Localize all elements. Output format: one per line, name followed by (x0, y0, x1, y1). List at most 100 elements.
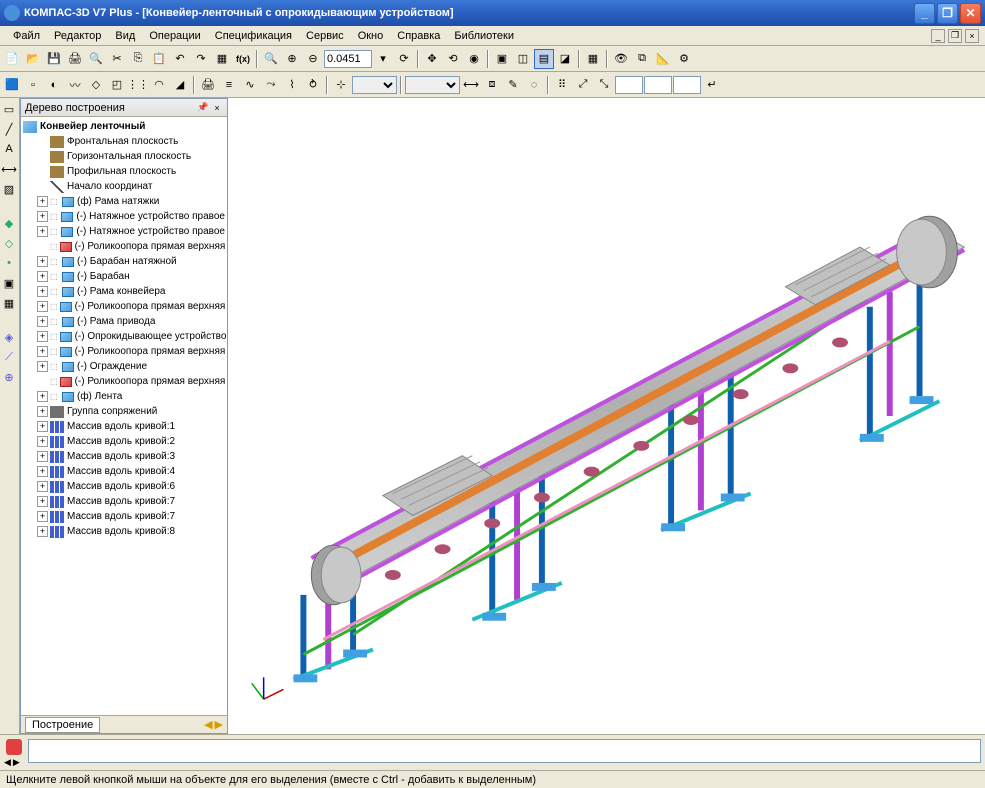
tree-node[interactable]: +⬚(-) Рама привода (23, 314, 225, 329)
coord-button[interactable]: ⊹ (331, 75, 351, 95)
shell-button[interactable]: ◰ (107, 75, 127, 95)
tree-expander[interactable]: + (37, 211, 48, 222)
dots-button[interactable]: ⠿ (552, 75, 572, 95)
tree-node[interactable]: +⬚(-) Рама конвейера (23, 284, 225, 299)
tree-node[interactable]: +Массив вдоль кривой:7 (23, 494, 225, 509)
view-button[interactable]: 👁 (611, 49, 631, 69)
tree-node[interactable]: ⬚(-) Роликоопора прямая верхняя (13) (23, 374, 225, 389)
zoom-input[interactable] (324, 50, 372, 68)
measure-button[interactable]: 📐 (653, 49, 673, 69)
tree-node[interactable]: Фронтальная плоскость (23, 134, 225, 149)
select-tool[interactable]: ▭ (0, 100, 18, 118)
print-button[interactable]: 🖨 (65, 49, 85, 69)
hidden-button[interactable]: ◫ (513, 49, 533, 69)
menu-specification[interactable]: Спецификация (208, 28, 299, 44)
tree-node[interactable]: Профильная плоскость (23, 164, 225, 179)
wireframe-button[interactable]: ▣ (492, 49, 512, 69)
tree-expander[interactable]: + (37, 436, 48, 447)
tree-node[interactable]: Начало координат (23, 179, 225, 194)
tree-expander[interactable]: + (37, 256, 48, 267)
paste-button[interactable]: 📋 (149, 49, 169, 69)
tree-tab[interactable]: Построение (25, 717, 100, 733)
chamfer-button[interactable]: ◢ (170, 75, 190, 95)
fx-button[interactable]: f(x) (233, 49, 253, 69)
perspective-button[interactable]: ▦ (583, 49, 603, 69)
tree-node[interactable]: +Массив вдоль кривой:6 (23, 479, 225, 494)
rotate-button[interactable]: ⟲ (443, 49, 463, 69)
tree-expander[interactable]: + (37, 466, 48, 477)
line-tool[interactable]: ╱ (0, 120, 18, 138)
tree-expander[interactable]: + (37, 226, 48, 237)
stop-icon[interactable] (6, 739, 22, 755)
tree-node[interactable]: +⬚(-) Роликоопора прямая верхняя (11) (23, 344, 225, 359)
tree-expander[interactable]: + (37, 346, 48, 357)
xinput[interactable] (615, 76, 643, 94)
pan-button[interactable]: ✥ (422, 49, 442, 69)
zinput[interactable] (673, 76, 701, 94)
body-button[interactable]: 🟦 (2, 75, 22, 95)
tree-node[interactable]: +Массив вдоль кривой:7 (23, 509, 225, 524)
open-button[interactable]: 📂 (23, 49, 43, 69)
tree-node[interactable]: +Массив вдоль кривой:2 (23, 434, 225, 449)
redo-button[interactable]: ↷ (191, 49, 211, 69)
mdi-close[interactable]: × (965, 29, 979, 43)
revolve-button[interactable]: ◐ (44, 75, 64, 95)
shaded-button[interactable]: ▤ (534, 49, 554, 69)
cmd-prev[interactable]: ◀ (4, 757, 11, 768)
tree-expander[interactable]: + (37, 316, 48, 327)
save-button[interactable]: 💾 (44, 49, 64, 69)
coords-button[interactable]: ⤡ (594, 75, 614, 95)
tree-expander[interactable]: + (37, 421, 48, 432)
tree-expander[interactable]: + (37, 331, 48, 342)
tree-node[interactable]: +⬚(-) Натяжное устройство правое (23, 209, 225, 224)
mdi-restore[interactable]: ❐ (948, 29, 962, 43)
menu-view[interactable]: Вид (108, 28, 142, 44)
menu-service[interactable]: Сервис (299, 28, 351, 44)
loft-button[interactable]: ◇ (86, 75, 106, 95)
tree-node[interactable]: +⬚(-) Барабан (23, 269, 225, 284)
dim-tool[interactable]: ⟷ (0, 160, 18, 178)
command-bar[interactable] (28, 739, 981, 763)
viewport[interactable] (228, 98, 985, 734)
tree-expander[interactable]: + (37, 496, 48, 507)
constr-button[interactable]: ⧈ (482, 75, 502, 95)
menu-file[interactable]: Файл (6, 28, 47, 44)
undo-button[interactable]: ↶ (170, 49, 190, 69)
tree-node[interactable]: +⬚(-) Натяжное устройство правое (23, 224, 225, 239)
preview-button[interactable]: 🔍 (86, 49, 106, 69)
sketch-button[interactable]: ✎ (503, 75, 523, 95)
tree-body[interactable]: Конвейер ленточный Фронтальная плоскость… (21, 117, 227, 715)
sweep-button[interactable]: 〰 (65, 75, 85, 95)
hatch-tool[interactable]: ▨ (0, 180, 18, 198)
print2-button[interactable]: 🖨 (198, 75, 218, 95)
tree-close[interactable]: × (211, 102, 223, 114)
enter-button[interactable]: ↵ (702, 75, 722, 95)
axis-tool[interactable]: ⟋ (0, 348, 18, 366)
tree-expander[interactable]: + (37, 481, 48, 492)
origin-tool[interactable]: ⊕ (0, 368, 18, 386)
menu-edit[interactable]: Редактор (47, 28, 108, 44)
text-tool[interactable]: A (0, 140, 18, 158)
face-tool[interactable]: ◆ (0, 214, 18, 232)
light-button[interactable]: ⚙ (674, 49, 694, 69)
maximize-button[interactable]: ❐ (937, 3, 958, 24)
eraser-button[interactable]: ◌ (524, 75, 544, 95)
close-button[interactable]: ✕ (960, 3, 981, 24)
tree-node[interactable]: +Группа сопряжений (23, 404, 225, 419)
tree-node[interactable]: +⬚(-) Барабан натяжной (23, 254, 225, 269)
vertex-tool[interactable]: • (0, 254, 18, 272)
minimize-button[interactable]: _ (914, 3, 935, 24)
dim-button[interactable]: ⟷ (461, 75, 481, 95)
tree-node[interactable]: +Массив вдоль кривой:4 (23, 464, 225, 479)
snap-button[interactable]: ⤢ (573, 75, 593, 95)
copy-button[interactable]: ⎘ (128, 49, 148, 69)
tree-node[interactable]: +Массив вдоль кривой:1 (23, 419, 225, 434)
section-button[interactable]: ⧉ (632, 49, 652, 69)
tree-node[interactable]: +⬚(ф) Лента (23, 389, 225, 404)
zoom-in-button[interactable]: ⊕ (282, 49, 302, 69)
orbit-button[interactable]: ◉ (464, 49, 484, 69)
zoom-drop[interactable]: ▾ (373, 49, 393, 69)
tree-expander[interactable]: + (37, 526, 48, 537)
tree-expander[interactable]: + (37, 406, 48, 417)
new-button[interactable]: 📄 (2, 49, 22, 69)
